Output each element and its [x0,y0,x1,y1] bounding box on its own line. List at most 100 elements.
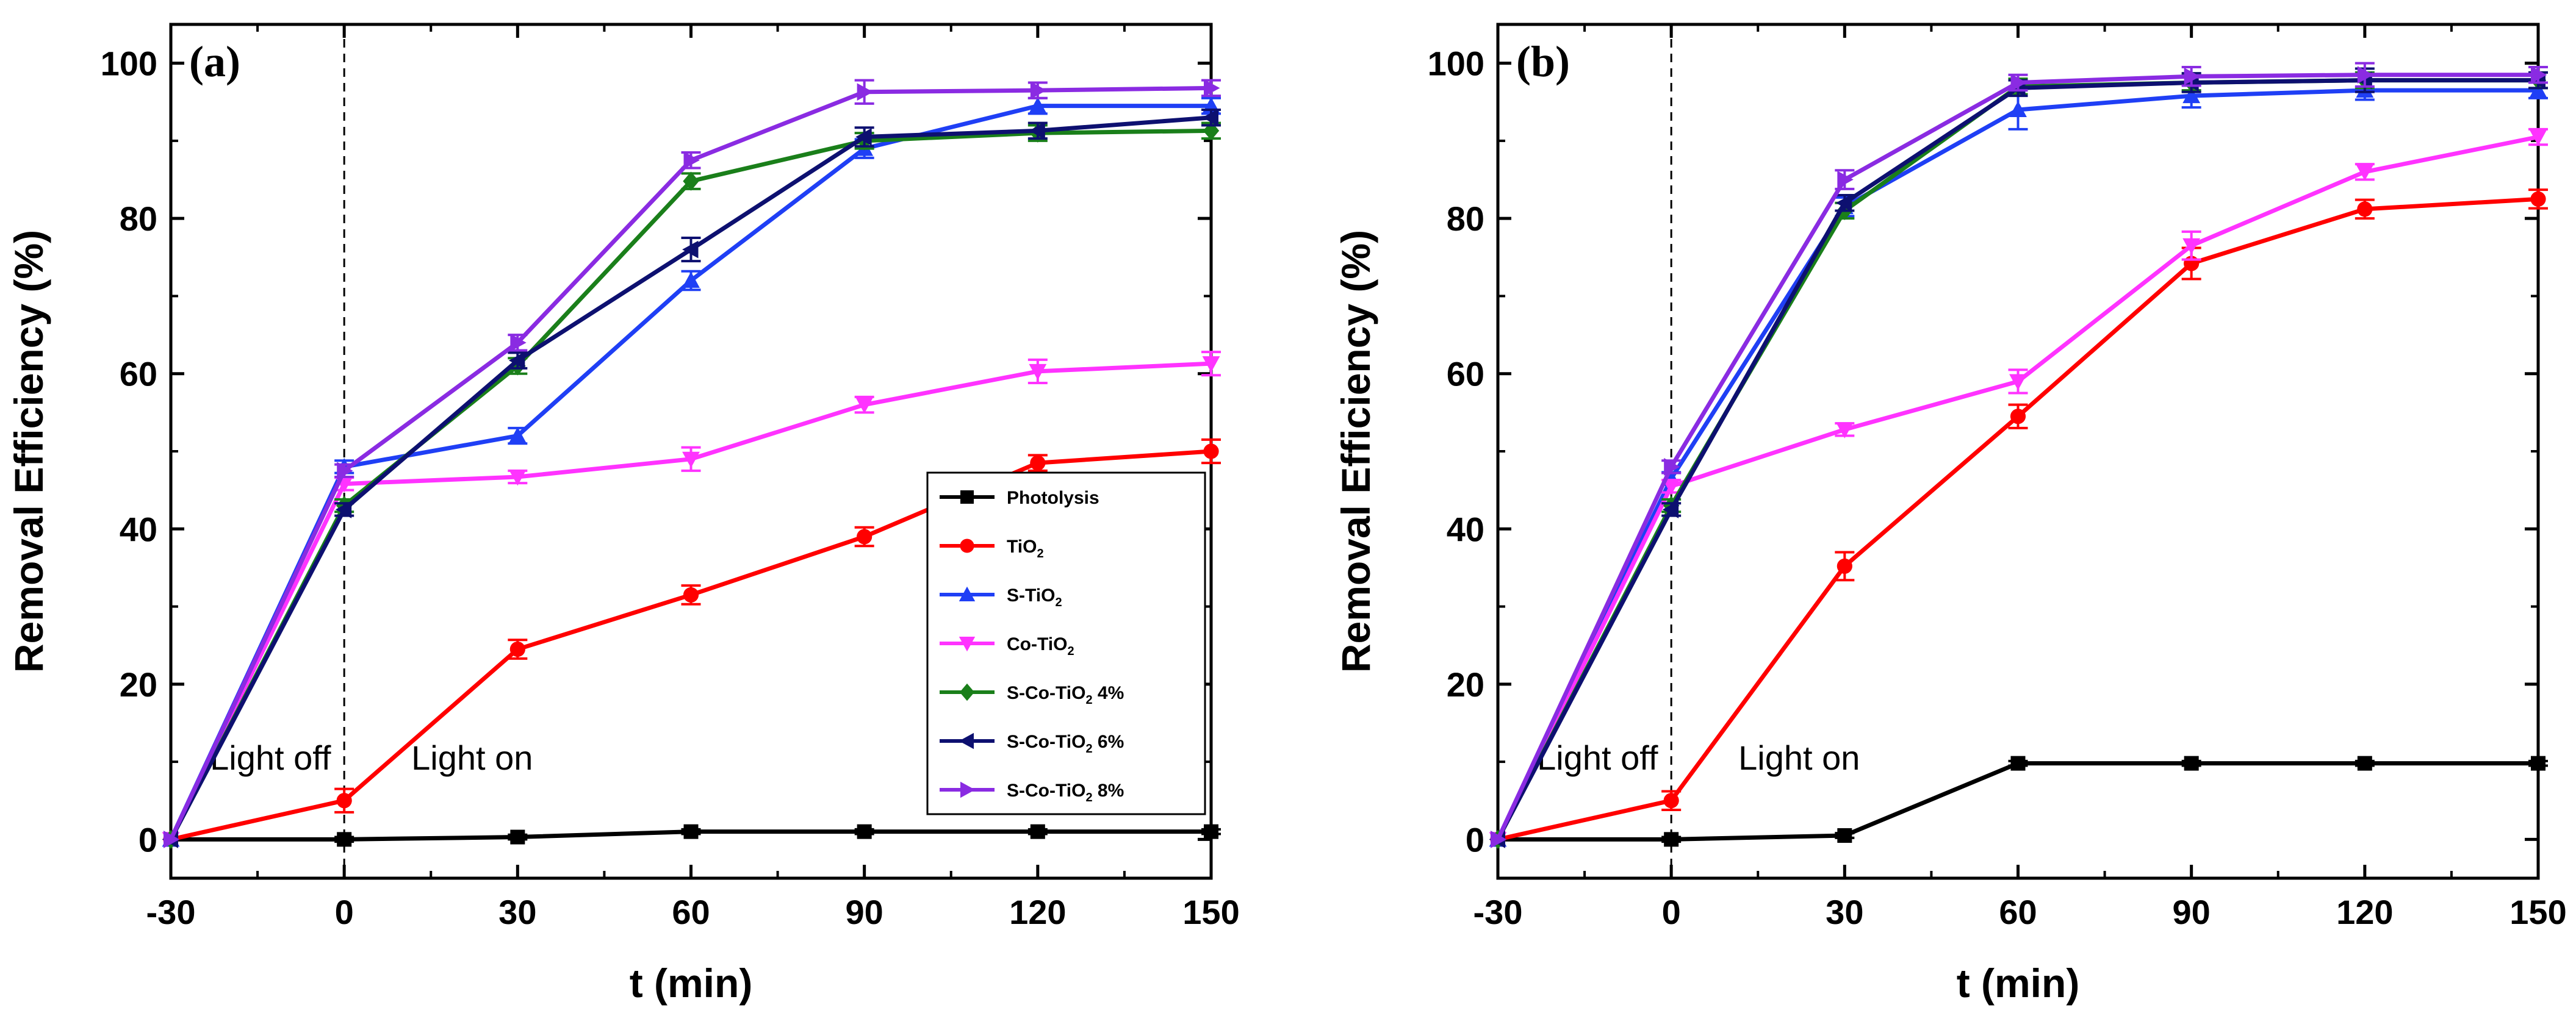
data-point [682,240,699,259]
data-point [509,641,525,657]
legend-label: S-TiO2 [1007,585,1062,609]
panel-label: (a) [189,37,240,86]
data-point [1203,443,1219,459]
legend-label: Co-TiO2 [1007,634,1074,658]
light-on-label: Light on [411,739,533,777]
data-point [1664,458,1680,476]
y-tick-label: 20 [120,665,157,704]
legend-marker [959,637,976,652]
data-point [336,793,352,809]
data-point [1029,121,1045,140]
series-co-tio2 [162,351,1221,848]
data-point [2531,66,2547,84]
data-point [508,351,525,370]
data-point [1835,194,1852,212]
data-point [164,830,180,848]
data-point [857,83,874,101]
data-point [1491,830,1507,848]
series-s-co-tio2-8- [1491,62,2548,848]
series-photolysis [164,824,1221,847]
data-point [2009,101,2027,117]
data-point [1662,479,1680,495]
data-point [683,587,699,603]
legend-label-suffix: 6% [1093,732,1124,752]
legend-label-subscript: 2 [1067,645,1074,658]
x-tick-label: 90 [846,893,883,931]
data-point [855,128,872,146]
series-s-co-tio2-8- [164,79,1221,848]
data-point [1030,81,1047,99]
legend-label-suffix: 4% [1093,683,1124,703]
data-point [857,529,872,545]
chart-panel-a: -30 0 30 60 90 120 150 0 20 40 60 80 100 t (min) Remov… [6,23,1240,1006]
y-tick-label: 40 [120,510,157,548]
data-point [508,427,527,443]
light-off-label: Light off [210,739,331,777]
legend-label: S-Co-TiO2 6% [1007,732,1124,756]
data-point [1030,455,1046,471]
y-tick-label: 100 [1428,45,1484,83]
series-line [1495,135,2539,840]
legend-label-main: Co-TiO [1007,634,1067,654]
x-tick-label: -30 [1473,893,1523,931]
legend-label: Photolysis [1007,488,1099,508]
x-tick-label: 120 [2336,893,2393,931]
data-point [1835,422,1854,438]
legend-label: S-Co-TiO2 4% [1007,683,1124,707]
data-point [1030,824,1045,839]
legend-label-main: S-TiO [1007,585,1055,606]
legend-marker [959,732,974,750]
data-point [337,462,353,480]
legend-label-main: S-Co-TiO [1007,732,1085,752]
data-point [2010,409,2026,424]
data-point [1837,828,1852,843]
y-tick-label: 60 [1447,355,1484,393]
series-tio2 [163,438,1221,847]
data-point [1029,97,1047,113]
legend-marker [960,539,974,553]
series-co-tio2 [1489,127,2548,848]
legend-label-subscript: 2 [1085,742,1092,756]
x-tick-label: 30 [498,893,536,931]
light-on-label: Light on [1738,739,1860,777]
data-point [1202,356,1220,373]
legend-marker [959,683,975,701]
data-point [335,501,352,518]
data-point [2530,191,2546,207]
data-point [2357,66,2374,84]
x-tick-label: 60 [1999,893,2037,931]
data-point [510,334,527,352]
y-tick-label: 0 [139,820,157,859]
data-point [2357,201,2373,217]
data-point [857,824,872,839]
data-point [1204,824,1218,839]
data-point [2356,164,2374,181]
data-point [2184,67,2201,85]
light-off-label: Light off [1537,739,1658,777]
data-point [1663,793,1679,809]
series-line [1495,88,2538,840]
x-tick-label: 90 [2173,893,2211,931]
legend-label-main: S-Co-TiO [1007,781,1085,801]
x-tick-label: 150 [2509,893,2566,931]
legend-label-main: Photolysis [1007,488,1099,508]
y-axis-title: Removal Efficiency (%) [1333,230,1378,673]
legend-label-main: S-Co-TiO [1007,683,1085,703]
data-point [2009,374,2027,390]
data-point [1029,363,1047,381]
x-tick-label: -30 [146,893,196,931]
data-point [508,470,527,486]
series-s-co-tio2-6- [1489,67,2548,848]
data-point [682,271,700,288]
data-point [2182,87,2201,104]
data-point [2531,756,2545,771]
data-point [1837,558,1852,574]
legend-label-suffix: 8% [1093,781,1124,801]
data-point [2184,756,2199,771]
data-point [2529,129,2547,146]
y-tick-label: 100 [101,45,157,83]
legend-label: S-Co-TiO2 8% [1007,781,1124,804]
x-tick-label: 120 [1009,893,1066,931]
